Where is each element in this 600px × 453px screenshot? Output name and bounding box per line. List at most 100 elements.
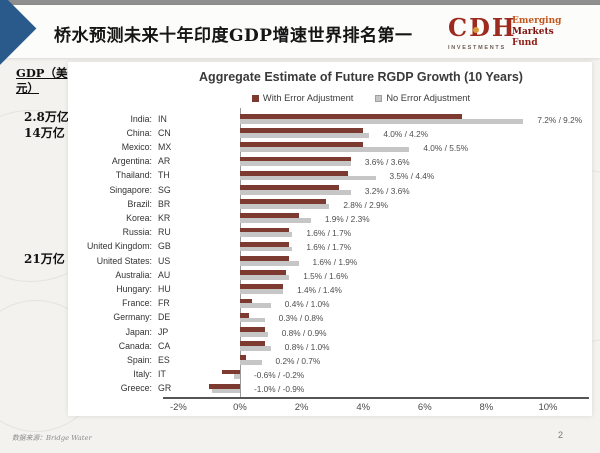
bar-no-error xyxy=(240,161,351,167)
chart-title: Aggregate Estimate of Future RGDP Growth… xyxy=(199,70,523,84)
country-name: Thailand: xyxy=(115,170,152,181)
chart-row: Argentina: AR 3.6% / 3.6% xyxy=(68,155,592,169)
country-name: Greece: xyxy=(120,383,152,394)
country-name: Germany: xyxy=(113,312,152,323)
slide-header: 桥水预测未来十年印度GDP增速世界排名第一 CDH INVESTMENTS Em… xyxy=(0,5,600,58)
top-strip xyxy=(0,0,600,5)
chart-row: Singapore: SG 3.2% / 3.6% xyxy=(68,183,592,197)
bar-no-error xyxy=(240,203,330,209)
x-tick-label: 4% xyxy=(356,402,371,413)
value-label: 1.6% / 1.9% xyxy=(312,256,358,267)
bar-with-error xyxy=(240,312,250,318)
chart-row: Thailand: TH 3.5% / 4.4% xyxy=(68,169,592,183)
chart-row: Hungary: HU 1.4% / 1.4% xyxy=(68,282,592,296)
value-label: 3.5% / 4.4% xyxy=(389,171,435,182)
bar-no-error xyxy=(240,147,410,152)
bar-no-error xyxy=(240,345,271,351)
country-name: Singapore: xyxy=(109,184,152,195)
bar-with-error xyxy=(240,114,462,119)
bar-with-error xyxy=(240,213,299,219)
bar-no-error xyxy=(240,232,293,238)
country-name: Japan: xyxy=(125,326,152,337)
chart-row: Japan: JP 0.8% / 0.9% xyxy=(68,325,592,339)
country-code: AU xyxy=(158,269,171,280)
bar-no-error xyxy=(240,289,284,294)
value-label: 4.0% / 5.5% xyxy=(423,142,469,153)
bar-no-error xyxy=(233,374,240,380)
plot-area: India: IN 7.2% / 9.2% China: CN 4.0% / 4.2% Me… xyxy=(68,62,592,416)
bar-no-error xyxy=(240,175,376,181)
value-label: 1.5% / 1.6% xyxy=(303,270,349,281)
logo-line-markets: Markets xyxy=(512,27,554,37)
cdh-logo-investments: INVESTMENTS xyxy=(448,45,506,51)
zero-axis-line xyxy=(240,108,241,398)
value-label: -1.0% / -0.9% xyxy=(254,384,305,395)
bar-with-error xyxy=(221,369,240,375)
cdh-logo-text: CDH xyxy=(448,13,517,42)
legend-no-error: No Error Adjustment xyxy=(375,93,470,103)
bar-no-error xyxy=(240,274,290,280)
chart-row: United States: US 1.6% / 1.9% xyxy=(68,254,592,268)
bar-with-error xyxy=(240,241,290,247)
value-label: 0.2% / 0.7% xyxy=(275,355,321,366)
x-tick-label: -2% xyxy=(169,402,187,413)
x-tick-label: 10% xyxy=(538,402,558,413)
legend-with-error-label: With Error Adjustment xyxy=(262,93,354,103)
value-label: 0.4% / 1.0% xyxy=(284,299,330,310)
chart-row: Brazil: BR 2.8% / 2.9% xyxy=(68,197,592,211)
data-source-note: 数据来源：Bridge Water xyxy=(12,434,92,442)
chart-legend: With Error Adjustment No Error Adjustmen… xyxy=(138,93,584,103)
chart-row: China: CN 4.0% / 4.2% xyxy=(68,126,592,140)
country-code: RU xyxy=(158,227,171,238)
country-name: United Kingdom: xyxy=(86,241,152,252)
bar-no-error xyxy=(240,132,370,138)
chart-row: Australia: AU 1.5% / 1.6% xyxy=(68,268,592,282)
bar-with-error xyxy=(209,383,240,389)
country-code: KR xyxy=(158,212,171,223)
logo-line-emerging: Emerging xyxy=(512,16,562,26)
logo-line-fund: Fund xyxy=(512,38,538,48)
country-name: France: xyxy=(122,298,152,309)
bar-no-error xyxy=(240,303,271,309)
bar-no-error xyxy=(240,218,311,223)
country-name: Canada: xyxy=(118,340,152,351)
value-label: 0.3% / 0.8% xyxy=(278,313,324,324)
legend-swatch-gray-icon xyxy=(375,94,383,102)
country-code: FR xyxy=(158,298,170,309)
india-gdp-note: 2.8万亿 xyxy=(24,110,69,124)
chart-row: Mexico: MX 4.0% / 5.5% xyxy=(68,140,592,154)
value-label: 3.2% / 3.6% xyxy=(364,185,410,196)
country-code: CN xyxy=(158,127,171,138)
chart-row: Canada: CA 0.8% / 1.0% xyxy=(68,339,592,353)
country-name: Mexico: xyxy=(121,141,152,152)
cdh-logo-fund-lines: Emerging Markets Fund xyxy=(512,16,561,49)
bar-with-error xyxy=(240,128,364,133)
country-code: HU xyxy=(158,283,171,294)
value-label: 0.8% / 0.9% xyxy=(281,327,327,338)
slide-title: 桥水预测未来十年印度GDP增速世界排名第一 xyxy=(54,26,413,46)
bar-with-error xyxy=(240,199,327,204)
country-name: Argentina: xyxy=(111,156,152,167)
country-code: DE xyxy=(158,312,171,323)
country-code: US xyxy=(158,255,171,266)
country-code: IN xyxy=(158,113,167,124)
country-code: GB xyxy=(158,241,171,252)
country-name: Spain: xyxy=(127,354,152,365)
us-gdp-note: 21万亿 xyxy=(24,252,65,266)
page-number: 2 xyxy=(557,430,563,440)
country-code: AR xyxy=(158,156,171,167)
country-code: GR xyxy=(158,383,172,394)
bar-with-error xyxy=(240,270,287,275)
country-code: JP xyxy=(158,326,169,337)
bar-with-error xyxy=(240,227,290,233)
legend-with-error: With Error Adjustment xyxy=(251,93,354,103)
cdh-logo-dot-icon xyxy=(473,27,479,33)
bar-with-error xyxy=(240,142,364,148)
country-name: China: xyxy=(126,127,152,138)
bar-no-error xyxy=(240,246,293,252)
country-name: Korea: xyxy=(126,212,152,223)
bar-with-error xyxy=(240,185,339,190)
country-code: SG xyxy=(158,184,171,195)
x-axis-line xyxy=(163,397,589,399)
